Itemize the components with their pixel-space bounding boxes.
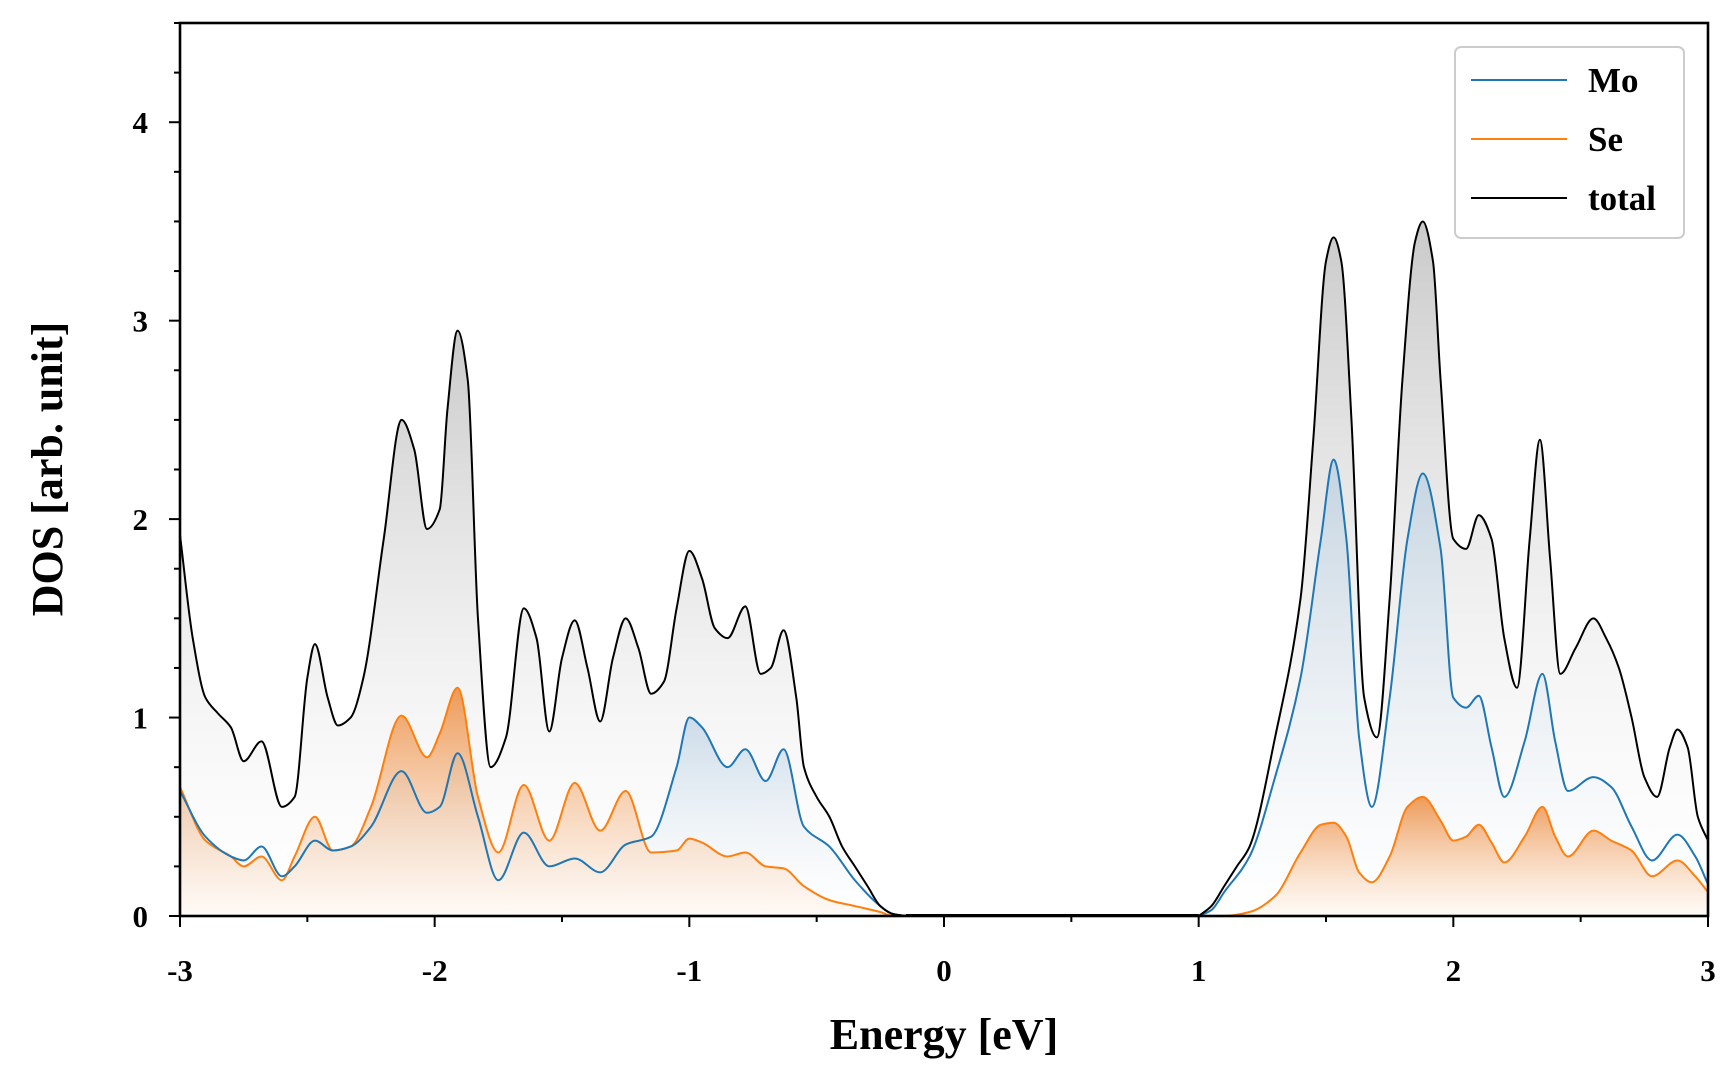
x-tick-label: 1 (1191, 953, 1207, 988)
x-axis-title: Energy [eV] (830, 1010, 1059, 1059)
y-tick-label: 0 (133, 899, 149, 934)
series-line-se-0 (180, 686, 906, 916)
legend-box (1454, 46, 1685, 239)
y-tick-label: 2 (133, 502, 149, 537)
y-tick-label: 3 (133, 304, 149, 339)
x-tick-label: 2 (1446, 953, 1462, 988)
x-tick-label: -1 (676, 953, 702, 988)
legend-label-mo: Mo (1588, 61, 1639, 100)
series-line-mo-0 (180, 716, 906, 916)
series-line-total-0 (180, 329, 906, 916)
area-fill-se-0 (180, 687, 906, 916)
series-line-se-1 (1198, 795, 1708, 916)
legend-label-se: Se (1588, 120, 1623, 159)
x-tick-label: 0 (936, 953, 952, 988)
x-axis: -3 -2 -1 0 1 2 3 (167, 916, 1716, 988)
plot-area (180, 220, 1708, 916)
x-tick-label: -2 (422, 953, 448, 988)
x-tick-label: -3 (167, 953, 193, 988)
legend-label-total: total (1588, 179, 1656, 218)
y-tick-label: 4 (133, 105, 149, 140)
y-axis: 0 1 2 3 4 (133, 22, 180, 934)
series-line-mo-1 (1198, 458, 1708, 916)
series-line-total-1 (1198, 220, 1708, 916)
y-tick-label: 1 (133, 701, 149, 736)
area-fill-se-1 (1198, 796, 1708, 916)
y-axis-title: DOS [arb. unit] (23, 322, 72, 617)
area-fill-mo-1 (1198, 459, 1708, 916)
legend: Mo Se total (1454, 46, 1685, 239)
x-tick-label: 3 (1700, 953, 1716, 988)
